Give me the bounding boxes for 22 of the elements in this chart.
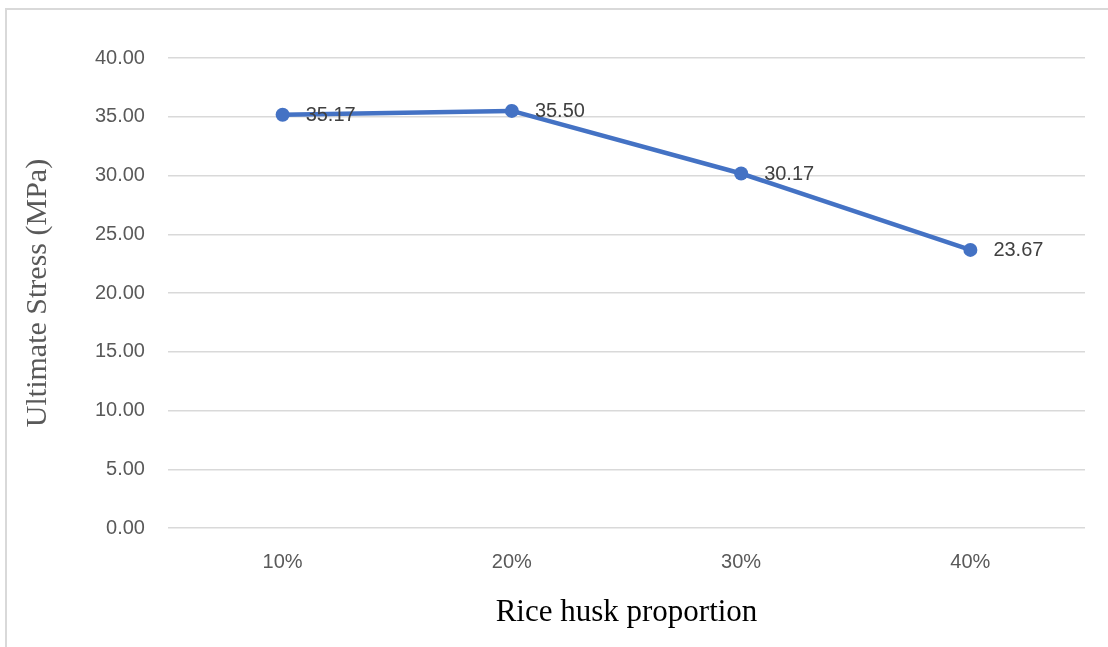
point xyxy=(734,166,749,181)
y-tick-label: 25.00 xyxy=(94,221,145,244)
data-label: 35.50 xyxy=(534,99,585,122)
x-axis-title: Rice husk proportion xyxy=(495,592,758,628)
data-label: 30.17 xyxy=(764,162,815,185)
y-tick-label: 20.00 xyxy=(94,280,145,303)
x-tick-label: 10% xyxy=(262,549,303,572)
y-tick-label: 35.00 xyxy=(94,104,145,127)
x-tick-label: 30% xyxy=(721,549,762,572)
y-tick-label: 30.00 xyxy=(94,163,145,186)
point xyxy=(504,103,519,118)
y-axis-title: Ultimate Stress (MPa) xyxy=(18,158,53,428)
point xyxy=(963,242,978,257)
data-label: 23.67 xyxy=(993,238,1044,261)
y-tick-label: 5.00 xyxy=(106,456,145,479)
x-tick-label: 40% xyxy=(950,549,991,572)
y-tick-label: 0.00 xyxy=(106,515,145,538)
point xyxy=(275,107,290,122)
y-tick-label: 10.00 xyxy=(94,398,145,421)
x-tick-label: 20% xyxy=(491,549,533,572)
y-tick-label: 15.00 xyxy=(94,339,145,362)
y-tick-label: 40.00 xyxy=(94,45,145,68)
